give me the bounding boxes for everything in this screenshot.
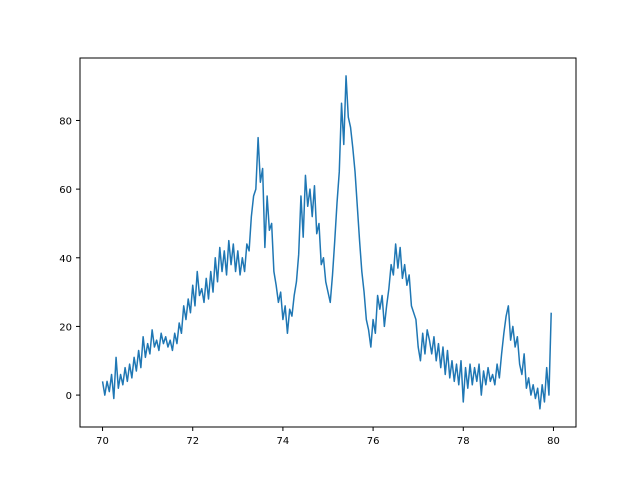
y-tick-label: 20 xyxy=(59,322,72,333)
plot-area-frame xyxy=(79,57,577,428)
x-tick-label: 74 xyxy=(277,436,290,447)
x-axis-ticks: 70 72 74 76 78 80 xyxy=(96,427,560,447)
x-tick-label: 80 xyxy=(547,436,560,447)
y-tick-label: 0 xyxy=(66,391,72,402)
series-line xyxy=(101,75,552,410)
y-tick-label: 80 xyxy=(59,116,72,127)
x-tick-label: 70 xyxy=(96,436,109,447)
y-tick-label: 60 xyxy=(59,185,72,196)
x-tick-label: 76 xyxy=(367,436,380,447)
y-axis-ticks: 0 20 40 60 80 xyxy=(59,116,80,402)
x-tick-label: 72 xyxy=(186,436,199,447)
x-tick-label: 78 xyxy=(457,436,470,447)
y-tick-label: 40 xyxy=(59,254,72,265)
